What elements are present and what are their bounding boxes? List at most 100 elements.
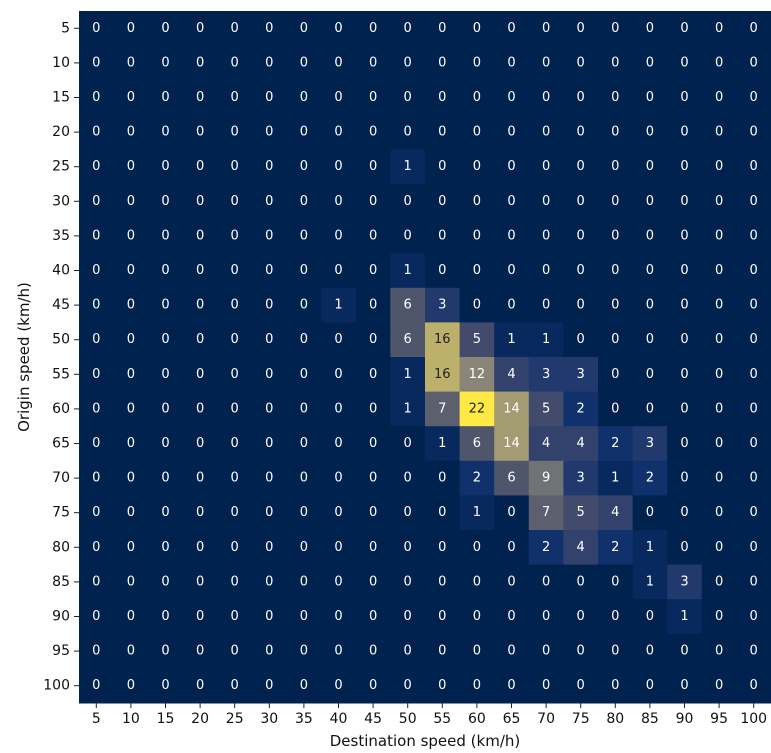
heatmap-cell-r3-c9 xyxy=(390,114,426,150)
heatmap-cell-r12-c14 xyxy=(563,426,599,462)
cell-value-r0-c12: 0 xyxy=(507,21,515,36)
heatmap-cell-r6-c8 xyxy=(355,218,391,254)
cell-value-r12-c11: 6 xyxy=(473,436,481,451)
cell-value-r18-c6: 0 xyxy=(300,644,308,659)
heatmap-cell-r16-c5 xyxy=(252,564,288,600)
cell-value-r2-c5: 0 xyxy=(265,90,273,105)
cell-value-r5-c9: 0 xyxy=(404,194,412,209)
cell-value-r3-c7: 0 xyxy=(334,125,342,140)
heatmap-cell-r5-c19 xyxy=(736,184,771,220)
y-tick-label: 70 xyxy=(52,470,70,486)
cell-value-r2-c11: 0 xyxy=(473,90,481,105)
heatmap-cell-r12-c8 xyxy=(355,426,391,462)
heatmap-cell-r8-c19 xyxy=(736,287,771,323)
cell-value-r2-c8: 0 xyxy=(369,90,377,105)
heatmap-cell-r7-c19 xyxy=(736,253,771,289)
cell-value-r18-c4: 0 xyxy=(231,644,239,659)
heatmap-cell-r0-c12 xyxy=(494,11,530,47)
cell-value-r0-c1: 0 xyxy=(127,21,135,36)
cell-value-r18-c10: 0 xyxy=(438,644,446,659)
heatmap-cell-r5-c16 xyxy=(632,184,668,220)
heatmap-cell-r17-c14 xyxy=(563,599,599,635)
cell-value-r9-c14: 0 xyxy=(577,332,585,347)
cell-value-r3-c15: 0 xyxy=(611,125,619,140)
cell-value-r13-c19: 0 xyxy=(750,471,758,486)
heatmap-cell-r11-c16 xyxy=(632,391,668,427)
heatmap-cell-r5-c6 xyxy=(286,184,322,220)
cell-value-r15-c10: 0 xyxy=(438,540,446,555)
heatmap-cell-r19-c10 xyxy=(425,668,461,704)
heatmap-cell-r19-c13 xyxy=(528,668,564,704)
heatmap-cell-r16-c12 xyxy=(494,564,530,600)
cell-value-r16-c17: 3 xyxy=(680,574,688,589)
y-tick-label: 95 xyxy=(52,643,70,659)
cell-value-r7-c2: 0 xyxy=(161,263,169,278)
cell-value-r2-c12: 0 xyxy=(507,90,515,105)
heatmap-cell-r19-c4 xyxy=(217,668,253,704)
x-tick-label: 100 xyxy=(740,711,767,727)
cell-value-r0-c11: 0 xyxy=(473,21,481,36)
cell-value-r17-c17: 1 xyxy=(680,609,688,624)
heatmap-cell-r11-c13 xyxy=(528,391,564,427)
cell-value-r19-c1: 0 xyxy=(127,678,135,693)
cell-value-r10-c4: 0 xyxy=(231,367,239,382)
cell-value-r0-c19: 0 xyxy=(750,21,758,36)
cell-value-r15-c14: 4 xyxy=(577,540,585,555)
cell-value-r9-c2: 0 xyxy=(161,332,169,347)
heatmap-cell-r11-c7 xyxy=(321,391,357,427)
heatmap-cell-r1-c14 xyxy=(563,45,599,81)
heatmap-cell-r8-c9 xyxy=(390,287,426,323)
heatmap-cell-r18-c7 xyxy=(321,633,357,669)
heatmap-cell-r4-c13 xyxy=(528,149,564,185)
heatmap-cell-r4-c7 xyxy=(321,149,357,185)
cell-value-r5-c18: 0 xyxy=(715,194,723,209)
heatmap-cell-r13-c17 xyxy=(667,460,703,496)
heatmap-cell-r1-c4 xyxy=(217,45,253,81)
cell-value-r5-c2: 0 xyxy=(161,194,169,209)
heatmap-cell-r12-c10 xyxy=(425,426,461,462)
heatmap-cell-r10-c16 xyxy=(632,357,668,393)
cell-value-r9-c8: 0 xyxy=(369,332,377,347)
cell-value-r6-c7: 0 xyxy=(334,228,342,243)
cell-value-r17-c15: 0 xyxy=(611,609,619,624)
heatmap-cell-r1-c3 xyxy=(182,45,218,81)
heatmap-cell-r6-c9 xyxy=(390,218,426,254)
heatmap-cell-r9-c9 xyxy=(390,322,426,358)
cell-value-r3-c19: 0 xyxy=(750,125,758,140)
cell-value-r12-c15: 2 xyxy=(611,436,619,451)
heatmap-cell-r3-c1 xyxy=(113,114,149,150)
cell-value-r14-c5: 0 xyxy=(265,505,273,520)
cell-value-r4-c13: 0 xyxy=(542,159,550,174)
cell-value-r1-c14: 0 xyxy=(577,55,585,70)
heatmap-cell-r9-c8 xyxy=(355,322,391,358)
cell-value-r13-c4: 0 xyxy=(231,471,239,486)
heatmap-cell-r2-c7 xyxy=(321,80,357,116)
cell-value-r12-c0: 0 xyxy=(92,436,100,451)
heatmap-cell-r10-c15 xyxy=(598,357,634,393)
heatmap-cell-r16-c0 xyxy=(79,564,115,600)
heatmap-cell-r12-c9 xyxy=(390,426,426,462)
heatmap-cell-r16-c8 xyxy=(355,564,391,600)
heatmap-cell-r4-c14 xyxy=(563,149,599,185)
heatmap-cell-r17-c18 xyxy=(701,599,737,635)
heatmap-cell-r6-c19 xyxy=(736,218,771,254)
cell-value-r3-c16: 0 xyxy=(646,125,654,140)
cell-value-r9-c11: 5 xyxy=(473,332,481,347)
cell-value-r8-c14: 0 xyxy=(577,298,585,313)
cell-value-r7-c5: 0 xyxy=(265,263,273,278)
heatmap-cell-r12-c7 xyxy=(321,426,357,462)
cell-value-r7-c16: 0 xyxy=(646,263,654,278)
cell-value-r5-c6: 0 xyxy=(300,194,308,209)
heatmap-cell-r15-c12 xyxy=(494,530,530,566)
cell-value-r12-c4: 0 xyxy=(231,436,239,451)
heatmap-cell-r2-c0 xyxy=(79,80,115,116)
cell-value-r15-c3: 0 xyxy=(196,540,204,555)
heatmap-cell-r12-c12 xyxy=(494,426,530,462)
y-axis-title: Origin speed (km/h) xyxy=(15,282,33,432)
cell-value-r3-c9: 0 xyxy=(404,125,412,140)
cell-value-r14-c9: 0 xyxy=(404,505,412,520)
cell-value-r12-c1: 0 xyxy=(127,436,135,451)
heatmap-cell-r17-c12 xyxy=(494,599,530,635)
cell-value-r19-c16: 0 xyxy=(646,678,654,693)
